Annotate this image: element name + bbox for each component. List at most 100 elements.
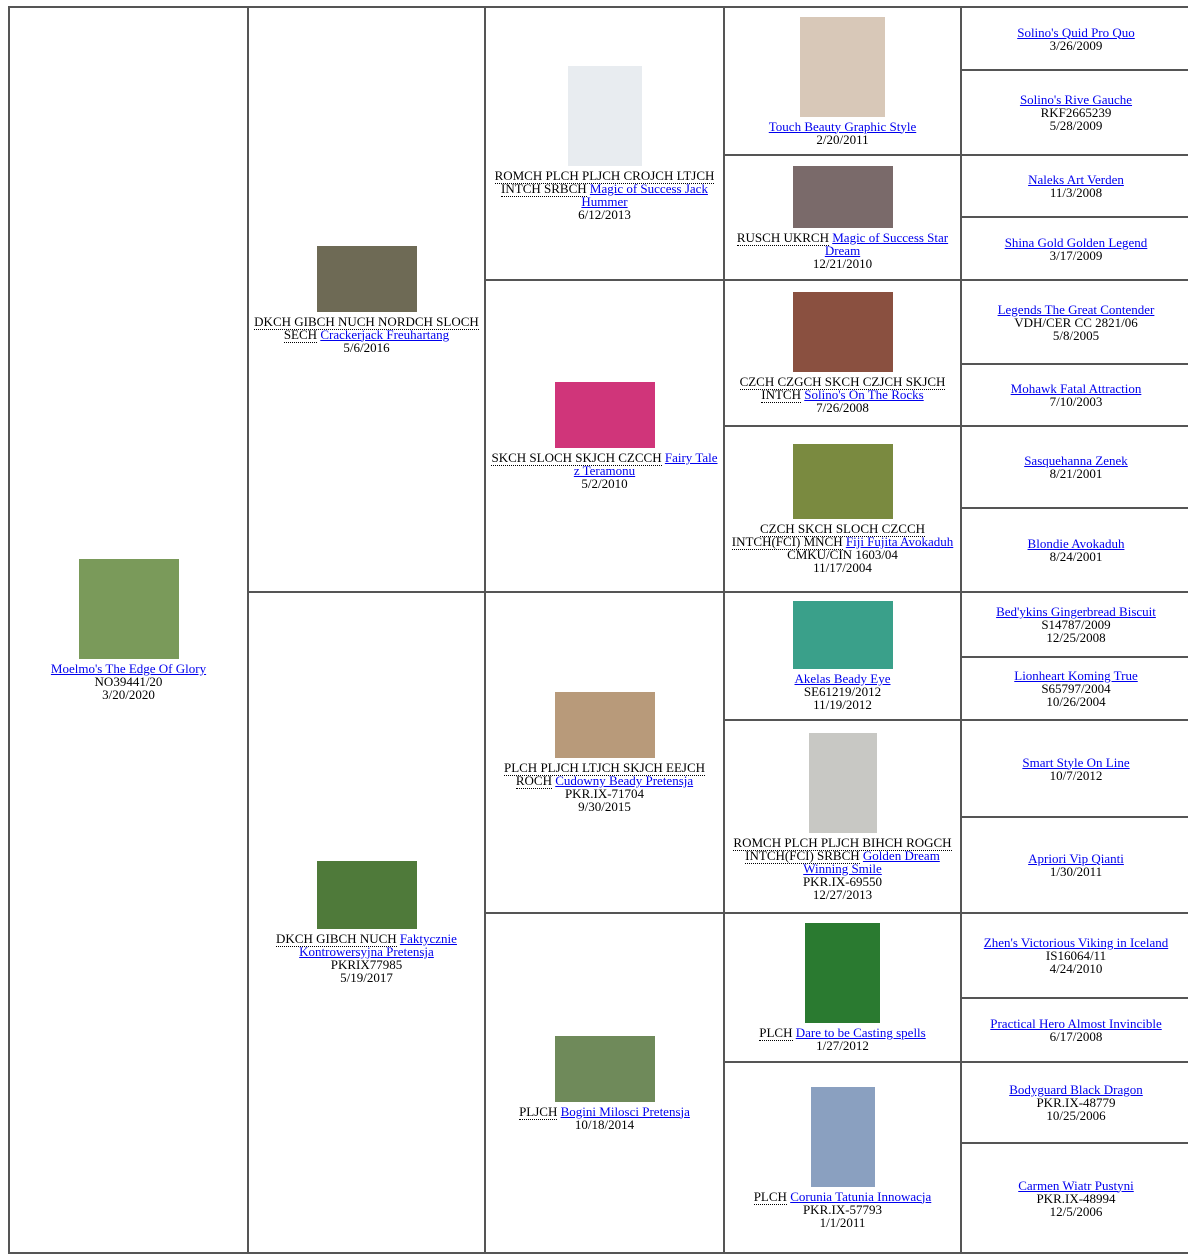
dog-name-link[interactable]: Legends The Great Contender <box>997 301 1155 317</box>
birth-date: 10/26/2004 <box>1046 694 1106 709</box>
dog-cell: Practical Hero Almost Invincible 6/17/200… <box>960 997 1188 1063</box>
dog-cell: Shina Gold Golden Legend 3/17/2009 <box>960 216 1188 281</box>
dog-cell: DKCH GIBCH NUCH Faktycznie Kontrowersyjn… <box>247 591 486 1254</box>
titles: DKCH GIBCH NUCH NORDCH SLOCH SECH <box>254 313 479 343</box>
dog-cell: CZCH SKCH SLOCH CZCCH INTCH(FCI) MNCH Fi… <box>723 425 962 593</box>
titles: DKCH GIBCH NUCH <box>276 931 397 947</box>
row: SKCH SLOCH SKJCH CZCCH Fairy Tale z Tera… <box>9 279 1188 593</box>
dog-cell: Legends The Great Contender VDH/CER CC 28… <box>960 279 1188 365</box>
dog-cell: Mohawk Fatal Attraction 7/10/2003 <box>960 363 1188 427</box>
birth-date: 8/24/2001 <box>1049 549 1103 564</box>
dog-name-link[interactable]: Cudowny Beady Pretensja <box>555 773 694 788</box>
dog-cell: ROMCH PLCH PLJCH BIHCH ROGCH INTCH(FCI) … <box>723 719 962 914</box>
registration: PKR.IX-48779 <box>1036 1095 1116 1110</box>
dog-name-link[interactable]: Crackerjack Freuhartang <box>320 326 450 342</box>
dog-photo <box>554 382 655 448</box>
birth-date: 5/19/2017 <box>340 970 393 985</box>
birth-date: 2/20/2011 <box>816 131 869 147</box>
registration: IS16064/11 <box>1045 948 1107 963</box>
row: RUSCH UKRCH Magic of Success Star Dream 1… <box>9 154 1188 281</box>
row: Moelmo's The Edge Of Glory NO39441/20 3/20… <box>8 6 1188 1254</box>
dog-cell: Sasquehanna Zenek 8/21/2001 <box>960 425 1188 509</box>
dog-cell: Carmen Wiatr Pustyni PKR.IX-48994 12/5/200… <box>960 1142 1188 1254</box>
birth-date: 11/17/2004 <box>813 560 872 575</box>
birth-date: 10/25/2006 <box>1046 1108 1106 1123</box>
dog-name-link[interactable]: Akelas Beady Eye <box>794 671 891 686</box>
dog-photo <box>792 292 893 372</box>
page: Moelmo's The Edge Of Glory NO39441/20 3/20… <box>8 6 1188 1254</box>
birth-date: 12/5/2006 <box>1049 1203 1103 1219</box>
birth-date: 12/25/2008 <box>1046 630 1106 645</box>
dog-name-link[interactable]: Corunia Tatunia Innowacja <box>790 1188 932 1204</box>
pedigree: Moelmo's The Edge Of Glory NO39441/20 3/20… <box>8 6 1188 1254</box>
dog-cell: Akelas Beady Eye SE61219/2012 11/19/2012 <box>723 591 962 721</box>
dog-name-link[interactable]: Dare to be Casting spells <box>795 1025 926 1040</box>
dog-name-link[interactable]: Magic of Success Jack Hummer <box>581 181 708 209</box>
dog-cell: DKCH GIBCH NUCH NORDCH SLOCH SECH Cracke… <box>247 6 486 593</box>
titles: PLJCH <box>519 1103 558 1120</box>
birth-date: 5/28/2009 <box>1049 118 1103 133</box>
dog-name-link[interactable]: Carmen Wiatr Pustyni <box>1018 1177 1134 1193</box>
dog-photo <box>792 444 893 519</box>
birth-date: 7/10/2003 <box>1049 394 1103 409</box>
dog-name-link[interactable]: Practical Hero Almost Invincible <box>990 1016 1162 1031</box>
registration: PKR.IX-71704 <box>564 786 645 801</box>
dog-cell: PLJCH Bogini Milosci Pretensja 10/18/2014 <box>484 912 725 1254</box>
dog-photo <box>567 66 642 166</box>
dog-photo <box>554 1035 655 1102</box>
dog-cell: Moelmo's The Edge Of Glory NO39441/20 3/20… <box>8 6 249 1254</box>
dog-name-link[interactable]: Mohawk Fatal Attraction <box>1010 381 1142 396</box>
titles: CZCH CZGCH SKCH CZJCH SKJCH INTCH <box>739 374 946 403</box>
dog-cell: Apriori Vip Qianti 1/30/2011 <box>960 816 1188 914</box>
registration: S14787/2009 <box>1041 617 1111 632</box>
dog-name-link[interactable]: Faktycznie Kontrowersyjna Pretensja <box>299 931 457 959</box>
dog-name-link[interactable]: Touch Beauty Graphic Style <box>768 118 917 134</box>
birth-date: 10/7/2012 <box>1049 767 1103 783</box>
dog-name-link[interactable]: Shina Gold Golden Legend <box>1004 234 1148 250</box>
dog-cell: Touch Beauty Graphic Style 2/20/2011 <box>723 6 962 156</box>
dog-name-link[interactable]: Solino's Rive Gauche <box>1019 92 1133 107</box>
dog-name-link[interactable]: Magic of Success Star Dream <box>824 229 949 258</box>
dog-photo <box>792 601 893 669</box>
birth-date: 6/12/2013 <box>578 207 631 222</box>
dog-name-link[interactable]: Lionheart Koming True <box>1014 668 1138 683</box>
birth-date: 5/2/2010 <box>581 476 628 491</box>
dog-name-link[interactable]: Sasquehanna Zenek <box>1024 453 1128 468</box>
row: ROMCH PLCH PLJCH BIHCH ROGCH INTCH(FCI) … <box>9 719 1188 914</box>
dog-name-link[interactable]: Apriori Vip Qianti <box>1028 851 1124 866</box>
dog-photo <box>805 923 880 1023</box>
dog-cell: Solino's Rive Gauche RKF2665239 5/28/2009 <box>960 69 1188 156</box>
dog-name-link[interactable]: Golden Dream Winning Smile <box>803 847 940 876</box>
dog-name-link[interactable]: Smart Style On Line <box>1022 754 1130 770</box>
dog-cell: Bodyguard Black Dragon PKR.IX-48779 10/25/… <box>960 1061 1188 1144</box>
row: CZCH SKCH SLOCH CZCCH INTCH(FCI) MNCH Fi… <box>9 425 1188 593</box>
dog-cell: PLCH PLJCH LTJCH SKJCH EEJCH ROCH Cudown… <box>484 591 725 914</box>
dog-cell: Smart Style On Line 10/7/2012 <box>960 719 1188 818</box>
dog-cell: SKCH SLOCH SKJCH CZCCH Fairy Tale z Tera… <box>484 279 725 593</box>
titles: PLCH <box>753 1188 787 1205</box>
dog-name-link[interactable]: Bogini Milosci Pretensja <box>560 1103 690 1119</box>
row: Blondie Avokaduh 8/24/2001 <box>9 507 1188 593</box>
dog-cell: PLCH Dare to be Casting spells 1/27/2012 <box>723 912 962 1063</box>
dog-name-link[interactable]: Fiji Fujita Avokaduh <box>845 534 954 549</box>
dog-name-link[interactable]: Zhen's Victorious Viking in Iceland <box>983 935 1169 950</box>
dog-photo <box>78 559 179 659</box>
dog-name-link[interactable]: Solino's Quid Pro Quo <box>1017 24 1135 40</box>
registration: S65797/2004 <box>1041 681 1111 696</box>
dog-name-link[interactable]: Moelmo's The Edge Of Glory <box>50 661 207 676</box>
birth-date: 12/27/2013 <box>812 886 873 902</box>
dog-name-link[interactable]: Bed'ykins Gingerbread Biscuit <box>996 604 1156 619</box>
birth-date: 5/6/2016 <box>343 339 390 355</box>
dog-cell: Naleks Art Verden 11/3/2008 <box>960 154 1188 218</box>
dog-cell: Blondie Avokaduh 8/24/2001 <box>960 507 1188 593</box>
dog-photo <box>316 245 417 312</box>
dog-name-link[interactable]: Bodyguard Black Dragon <box>1009 1082 1143 1097</box>
dog-name-link[interactable]: Blondie Avokaduh <box>1027 536 1125 551</box>
dog-photo <box>810 1086 875 1187</box>
dog-name-link[interactable]: Naleks Art Verden <box>1028 172 1124 187</box>
dog-name-link[interactable]: Fairy Tale z Teramonu <box>573 450 718 478</box>
registration: NO39441/20 <box>94 674 163 689</box>
dog-name-link[interactable]: Solino's On The Rocks <box>804 387 924 402</box>
birth-date: 3/20/2020 <box>102 687 155 702</box>
registration: VDH/CER CC 2821/06 <box>1014 314 1138 330</box>
